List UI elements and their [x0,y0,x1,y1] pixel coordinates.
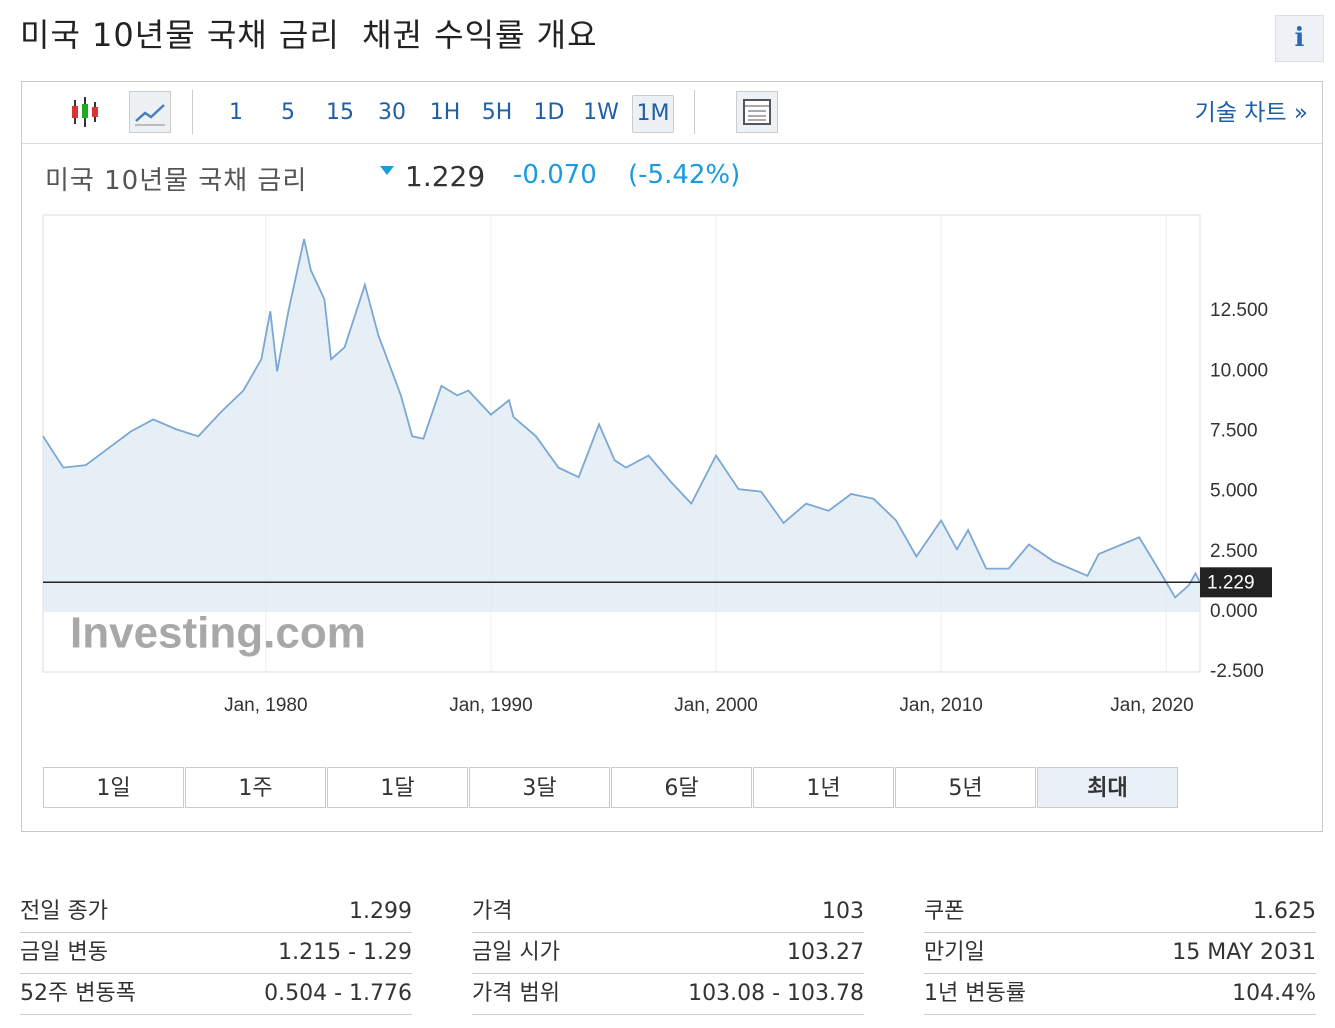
range-button[interactable]: 5년 [895,767,1036,808]
x-tick-label: Jan, 2010 [899,695,982,716]
technical-chart-link[interactable]: 기술 차트 » [1194,100,1308,126]
y-tick-label: 5.000 [1210,481,1258,502]
stat-label: 가격 [472,899,513,924]
stat-value: 103 [822,899,864,924]
change: -0.070 [513,160,597,190]
x-tick-label: Jan, 2020 [1110,695,1193,716]
y-tick-label: 2.500 [1210,541,1258,562]
stats-row: 가격 범위 103.08 - 103.78 [472,974,864,1015]
stat-label: 1년 변동률 [924,981,1026,1006]
interval-button[interactable]: 1M [632,95,674,133]
range-button[interactable]: 1년 [753,767,894,808]
stat-label: 52주 변동폭 [20,981,136,1006]
interval-button[interactable]: 5H [481,100,513,125]
stats-row: 1년 변동률 104.4% [924,974,1316,1015]
stat-label: 쿠폰 [924,899,965,924]
y-tick-label: 12.500 [1210,300,1268,321]
x-tick-label: Jan, 2000 [674,695,757,716]
stats-row: 전일 종가 1.299 [20,892,412,933]
stat-value: 15 MAY 2031 [1172,940,1316,965]
stat-label: 전일 종가 [20,899,108,924]
y-tick-label: -2.500 [1210,661,1264,682]
stats-row: 금일 변동 1.215 - 1.29 [20,933,412,974]
chart-title: 미국 10년물 국채 금리 [45,166,308,196]
price-line [42,238,1201,599]
range-button[interactable]: 1달 [327,767,468,808]
stat-label: 가격 범위 [472,981,560,1006]
stats-row: 금일 시가 103.27 [472,933,864,974]
line-icon[interactable] [129,91,171,133]
stat-value: 0.504 - 1.776 [264,981,412,1006]
last-value-box [1200,567,1272,598]
chart: Jan, 1980 Jan, 1990 Jan, 2000 Jan, 2010 Jan,… [42,214,1272,716]
range-button[interactable]: 6달 [611,767,752,808]
area [43,239,1200,612]
stats-row: 52주 변동폭 0.504 - 1.776 [20,974,412,1015]
last-price: 1.229 [405,160,486,193]
x-tick-label: Jan, 1980 [224,695,307,716]
interval-button[interactable]: 5 [281,100,295,125]
stat-value: 103.08 - 103.78 [688,981,864,1006]
page-title: 미국 10년물 국채 금리 채권 수익률 개요 [20,16,598,54]
range-button[interactable]: 1주 [185,767,326,808]
interval-button[interactable]: 1 [229,100,243,125]
last-value-label: 1.229 [1207,572,1255,593]
stat-label: 만기일 [924,940,985,965]
stats-row: 만기일 15 MAY 2031 [924,933,1316,974]
change-percent: (-5.42%) [628,160,741,190]
x-tick-label: Jan, 1990 [449,695,532,716]
stat-value: 1.215 - 1.29 [278,940,412,965]
y-tick-label: 0.000 [1210,601,1258,622]
divider [694,90,695,134]
interval-button[interactable]: 30 [378,100,406,125]
y-tick-label: 10.000 [1210,360,1268,381]
chart-panel [21,81,1323,832]
interval-button[interactable]: 1H [429,100,461,125]
watermark: Investing.com [70,609,366,658]
stat-value: 104.4% [1232,981,1316,1006]
info-button[interactable]: i [1275,15,1324,62]
range-button[interactable]: 최대 [1037,767,1178,808]
stats-row: 쿠폰 1.625 [924,892,1316,933]
stat-label: 금일 시가 [472,940,560,965]
stat-value: 103.27 [787,940,864,965]
y-tick-label: 7.500 [1210,420,1258,441]
stats-row: 가격 103 [472,892,864,933]
range-button[interactable]: 1일 [43,767,184,808]
toolbar: 기술 차트 » 1 5 15 30 1H 5H 1D 1W 1M [22,82,1322,144]
candle-icon[interactable] [67,94,103,130]
divider [192,90,193,134]
stat-label: 금일 변동 [20,940,108,965]
range-button[interactable]: 3달 [469,767,610,808]
interval-button[interactable]: 1W [583,100,619,125]
interval-button[interactable]: 15 [326,100,354,125]
interval-button[interactable]: 1D [533,100,565,125]
news-icon[interactable] [736,91,778,133]
stat-value: 1.625 [1253,899,1316,924]
down-arrow [380,166,394,175]
stat-value: 1.299 [349,899,412,924]
